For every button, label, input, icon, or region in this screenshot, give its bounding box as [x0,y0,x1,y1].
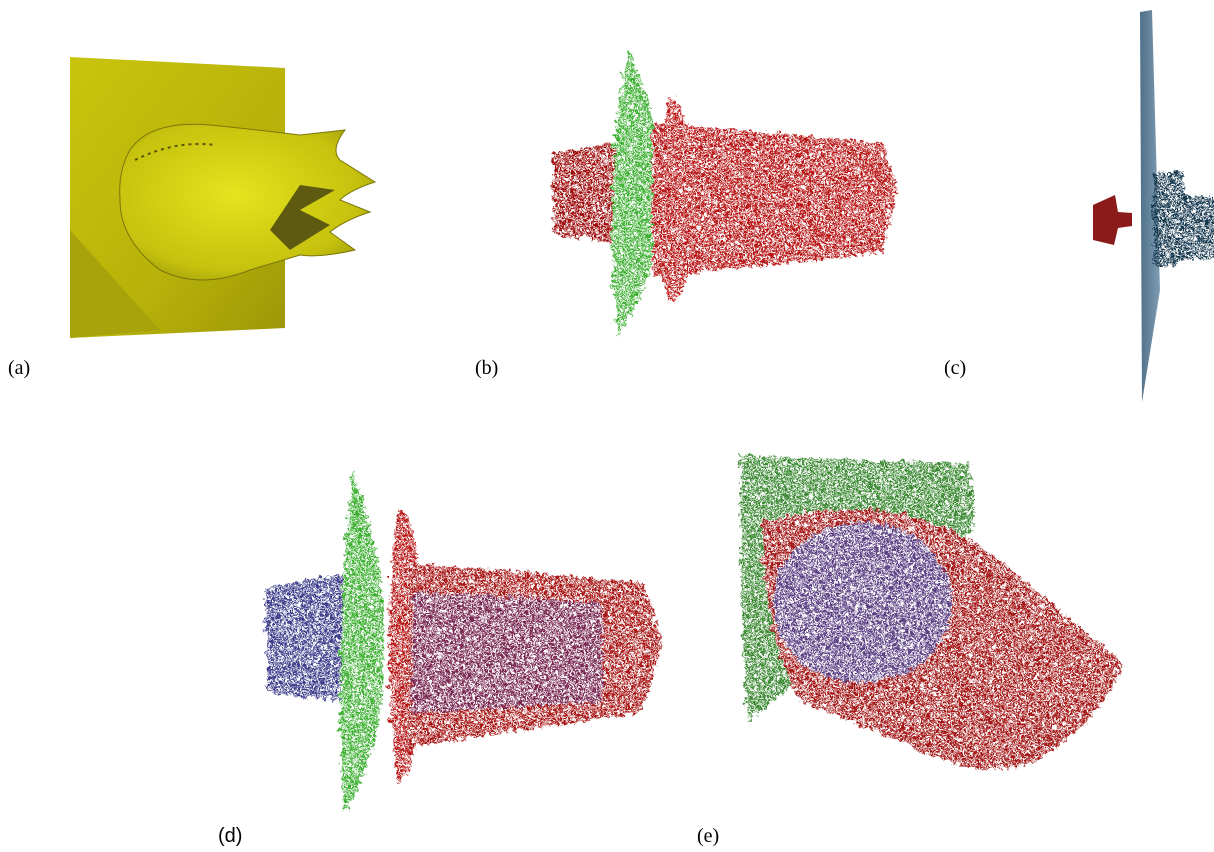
panel-b [550,45,895,335]
figure: (a) (b) (c) (d) (e) [0,0,1214,852]
panel-c [1093,10,1214,402]
label: (c) [944,357,966,379]
panel-d [262,468,660,812]
panel-a [70,57,375,338]
cloud-left [262,570,345,700]
cloud-blue-mix [410,590,600,710]
label: (a) [8,357,30,379]
label: (d) [218,825,242,847]
label: (e) [697,825,719,847]
blue-object [1150,168,1214,265]
cloud-fin [609,45,655,335]
panel-e [738,452,1120,767]
red-object [1093,195,1132,245]
cloud-body [650,120,895,275]
label: (b) [475,357,498,379]
page: (a) (b) (c) (d) (e) (() => { const data … [0,0,1214,852]
cloud-fin [338,468,381,812]
flower-surface [120,124,375,280]
cloud-blue [770,520,950,680]
